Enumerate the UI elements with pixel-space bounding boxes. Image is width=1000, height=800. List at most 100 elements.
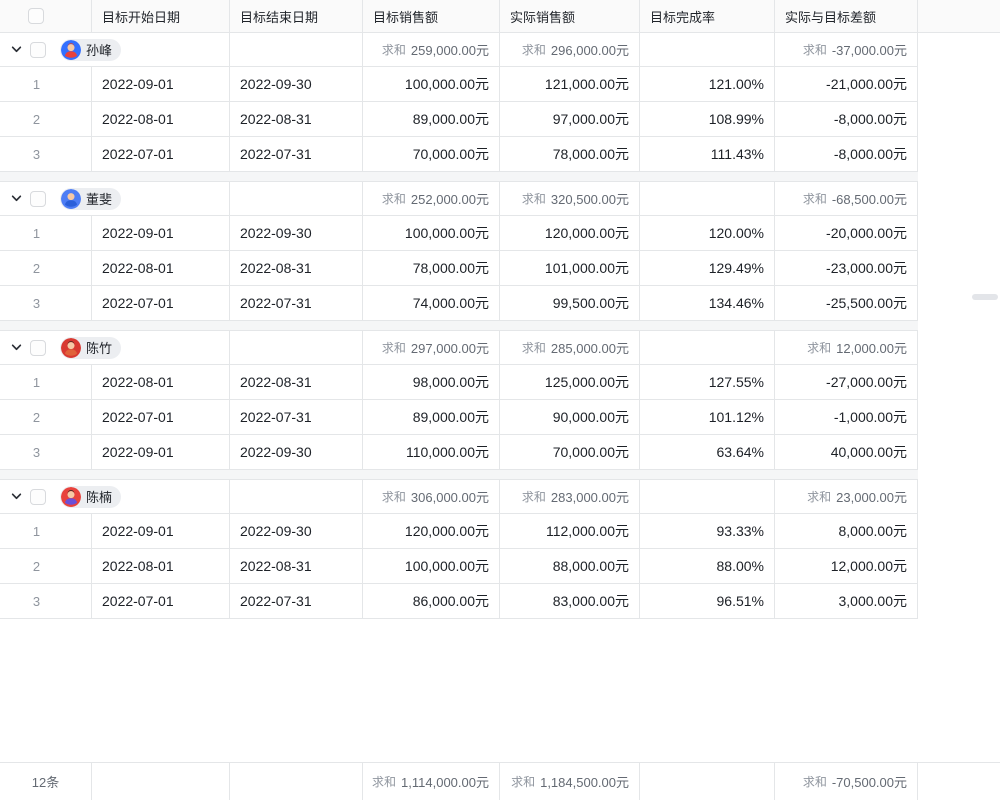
collapse-chevron-icon[interactable] xyxy=(10,193,22,205)
cell-end-date[interactable]: 2022-07-31 xyxy=(230,584,363,619)
cell-target-sales[interactable]: 70,000.00元 xyxy=(363,137,500,172)
cell-difference[interactable]: -21,000.00元 xyxy=(775,67,918,102)
cell-actual-sales[interactable]: 99,500.00元 xyxy=(500,286,640,321)
footer-sum-diff[interactable]: 求和 -70,500.00元 xyxy=(775,763,918,800)
cell-difference[interactable]: -8,000.00元 xyxy=(775,102,918,137)
cell-difference[interactable]: -23,000.00元 xyxy=(775,251,918,286)
cell-target-sales[interactable]: 86,000.00元 xyxy=(363,584,500,619)
cell-actual-sales[interactable]: 101,000.00元 xyxy=(500,251,640,286)
cell-target-sales[interactable]: 78,000.00元 xyxy=(363,251,500,286)
cell-completion-rate[interactable]: 111.43% xyxy=(640,137,775,172)
cell-completion-rate[interactable]: 127.55% xyxy=(640,365,775,400)
cell-end-date[interactable]: 2022-09-30 xyxy=(230,435,363,470)
cell-completion-rate[interactable]: 129.49% xyxy=(640,251,775,286)
cell-start-date[interactable]: 2022-09-01 xyxy=(92,514,230,549)
cell-start-date[interactable]: 2022-07-01 xyxy=(92,584,230,619)
column-header-completion-rate[interactable]: 目标完成率 xyxy=(640,0,775,33)
cell-actual-sales[interactable]: 88,000.00元 xyxy=(500,549,640,584)
cell-difference[interactable]: -27,000.00元 xyxy=(775,365,918,400)
column-header-difference[interactable]: 实际与目标差额 xyxy=(775,0,918,33)
cell-difference[interactable]: -1,000.00元 xyxy=(775,400,918,435)
cell-completion-rate[interactable]: 120.00% xyxy=(640,216,775,251)
cell-target-sales[interactable]: 120,000.00元 xyxy=(363,514,500,549)
cell-start-date[interactable]: 2022-09-01 xyxy=(92,216,230,251)
cell-start-date[interactable]: 2022-09-01 xyxy=(92,435,230,470)
cell-actual-sales[interactable]: 125,000.00元 xyxy=(500,365,640,400)
cell-completion-rate[interactable]: 121.00% xyxy=(640,67,775,102)
column-header-end-date[interactable]: 目标结束日期 xyxy=(230,0,363,33)
cell-start-date[interactable]: 2022-08-01 xyxy=(92,102,230,137)
cell-end-date[interactable]: 2022-09-30 xyxy=(230,514,363,549)
cell-completion-rate[interactable]: 93.33% xyxy=(640,514,775,549)
cell-end-date[interactable]: 2022-08-31 xyxy=(230,102,363,137)
cell-difference[interactable]: -8,000.00元 xyxy=(775,137,918,172)
cell-actual-sales[interactable]: 120,000.00元 xyxy=(500,216,640,251)
cell-target-sales[interactable]: 100,000.00元 xyxy=(363,549,500,584)
cell-end-date[interactable]: 2022-07-31 xyxy=(230,400,363,435)
cell-difference[interactable]: 12,000.00元 xyxy=(775,549,918,584)
cell-start-date[interactable]: 2022-07-01 xyxy=(92,286,230,321)
cell-completion-rate[interactable]: 101.12% xyxy=(640,400,775,435)
cell-actual-sales[interactable]: 90,000.00元 xyxy=(500,400,640,435)
column-header-start-date[interactable]: 目标开始日期 xyxy=(92,0,230,33)
cell-actual-sales[interactable]: 70,000.00元 xyxy=(500,435,640,470)
cell-completion-rate[interactable]: 63.64% xyxy=(640,435,775,470)
footer-sum-target[interactable]: 求和 1,114,000.00元 xyxy=(363,763,500,800)
sum-value: 306,000.00元 xyxy=(410,490,489,505)
column-header-target-sales[interactable]: 目标销售额 xyxy=(363,0,500,33)
cell-target-sales[interactable]: 89,000.00元 xyxy=(363,102,500,137)
cell-difference[interactable]: -25,500.00元 xyxy=(775,286,918,321)
cell-completion-rate[interactable]: 134.46% xyxy=(640,286,775,321)
cell-start-date[interactable]: 2022-08-01 xyxy=(92,251,230,286)
cell-end-date[interactable]: 2022-08-31 xyxy=(230,549,363,584)
footer-empty-cell[interactable] xyxy=(92,763,230,800)
sum-value: 297,000.00元 xyxy=(410,341,489,356)
scrollbar-thumb[interactable] xyxy=(972,294,998,300)
cell-actual-sales[interactable]: 83,000.00元 xyxy=(500,584,640,619)
cell-difference[interactable]: 3,000.00元 xyxy=(775,584,918,619)
cell-completion-rate[interactable]: 96.51% xyxy=(640,584,775,619)
group-header-row: 陈楠 求和 306,000.00元 求和 283,000.00元 求和 23,0… xyxy=(0,480,1000,514)
column-header-actual-sales[interactable]: 实际销售额 xyxy=(500,0,640,33)
cell-actual-sales[interactable]: 78,000.00元 xyxy=(500,137,640,172)
cell-end-date[interactable]: 2022-09-30 xyxy=(230,216,363,251)
cell-actual-sales[interactable]: 121,000.00元 xyxy=(500,67,640,102)
group-select-checkbox[interactable] xyxy=(30,488,46,505)
cell-end-date[interactable]: 2022-09-30 xyxy=(230,67,363,102)
select-all-checkbox[interactable] xyxy=(28,8,44,24)
collapse-chevron-icon[interactable] xyxy=(10,342,22,354)
cell-actual-sales[interactable]: 97,000.00元 xyxy=(500,102,640,137)
cell-start-date[interactable]: 2022-08-01 xyxy=(92,365,230,400)
cell-difference[interactable]: 40,000.00元 xyxy=(775,435,918,470)
cell-end-date[interactable]: 2022-07-31 xyxy=(230,137,363,172)
cell-start-date[interactable]: 2022-08-01 xyxy=(92,549,230,584)
cell-target-sales[interactable]: 100,000.00元 xyxy=(363,67,500,102)
group-select-checkbox[interactable] xyxy=(30,41,46,58)
cell-start-date[interactable]: 2022-09-01 xyxy=(92,67,230,102)
cell-difference[interactable]: -20,000.00元 xyxy=(775,216,918,251)
cell-end-date[interactable]: 2022-07-31 xyxy=(230,286,363,321)
cell-target-sales[interactable]: 74,000.00元 xyxy=(363,286,500,321)
cell-target-sales[interactable]: 100,000.00元 xyxy=(363,216,500,251)
cell-end-date[interactable]: 2022-08-31 xyxy=(230,251,363,286)
cell-target-sales[interactable]: 98,000.00元 xyxy=(363,365,500,400)
group-select-checkbox[interactable] xyxy=(30,339,46,356)
footer-sum-actual[interactable]: 求和 1,184,500.00元 xyxy=(500,763,640,800)
collapse-chevron-icon[interactable] xyxy=(10,491,22,503)
footer-empty-cell[interactable] xyxy=(230,763,363,800)
cell-actual-sales[interactable]: 112,000.00元 xyxy=(500,514,640,549)
cell-difference[interactable]: 8,000.00元 xyxy=(775,514,918,549)
collapse-chevron-icon[interactable] xyxy=(10,44,22,56)
footer-empty-cell[interactable] xyxy=(640,763,775,800)
cell-target-sales[interactable]: 89,000.00元 xyxy=(363,400,500,435)
group-sum-actual: 求和 296,000.00元 xyxy=(500,33,640,67)
cell-completion-rate[interactable]: 88.00% xyxy=(640,549,775,584)
cell-start-date[interactable]: 2022-07-01 xyxy=(92,137,230,172)
cell-target-sales[interactable]: 110,000.00元 xyxy=(363,435,500,470)
cell-completion-rate[interactable]: 108.99% xyxy=(640,102,775,137)
cell-start-date[interactable]: 2022-07-01 xyxy=(92,400,230,435)
group-empty-cell xyxy=(640,33,775,67)
cell-end-date[interactable]: 2022-08-31 xyxy=(230,365,363,400)
group-select-checkbox[interactable] xyxy=(30,190,46,207)
table-row: 1 2022-08-01 2022-08-31 98,000.00元 125,0… xyxy=(0,365,1000,400)
